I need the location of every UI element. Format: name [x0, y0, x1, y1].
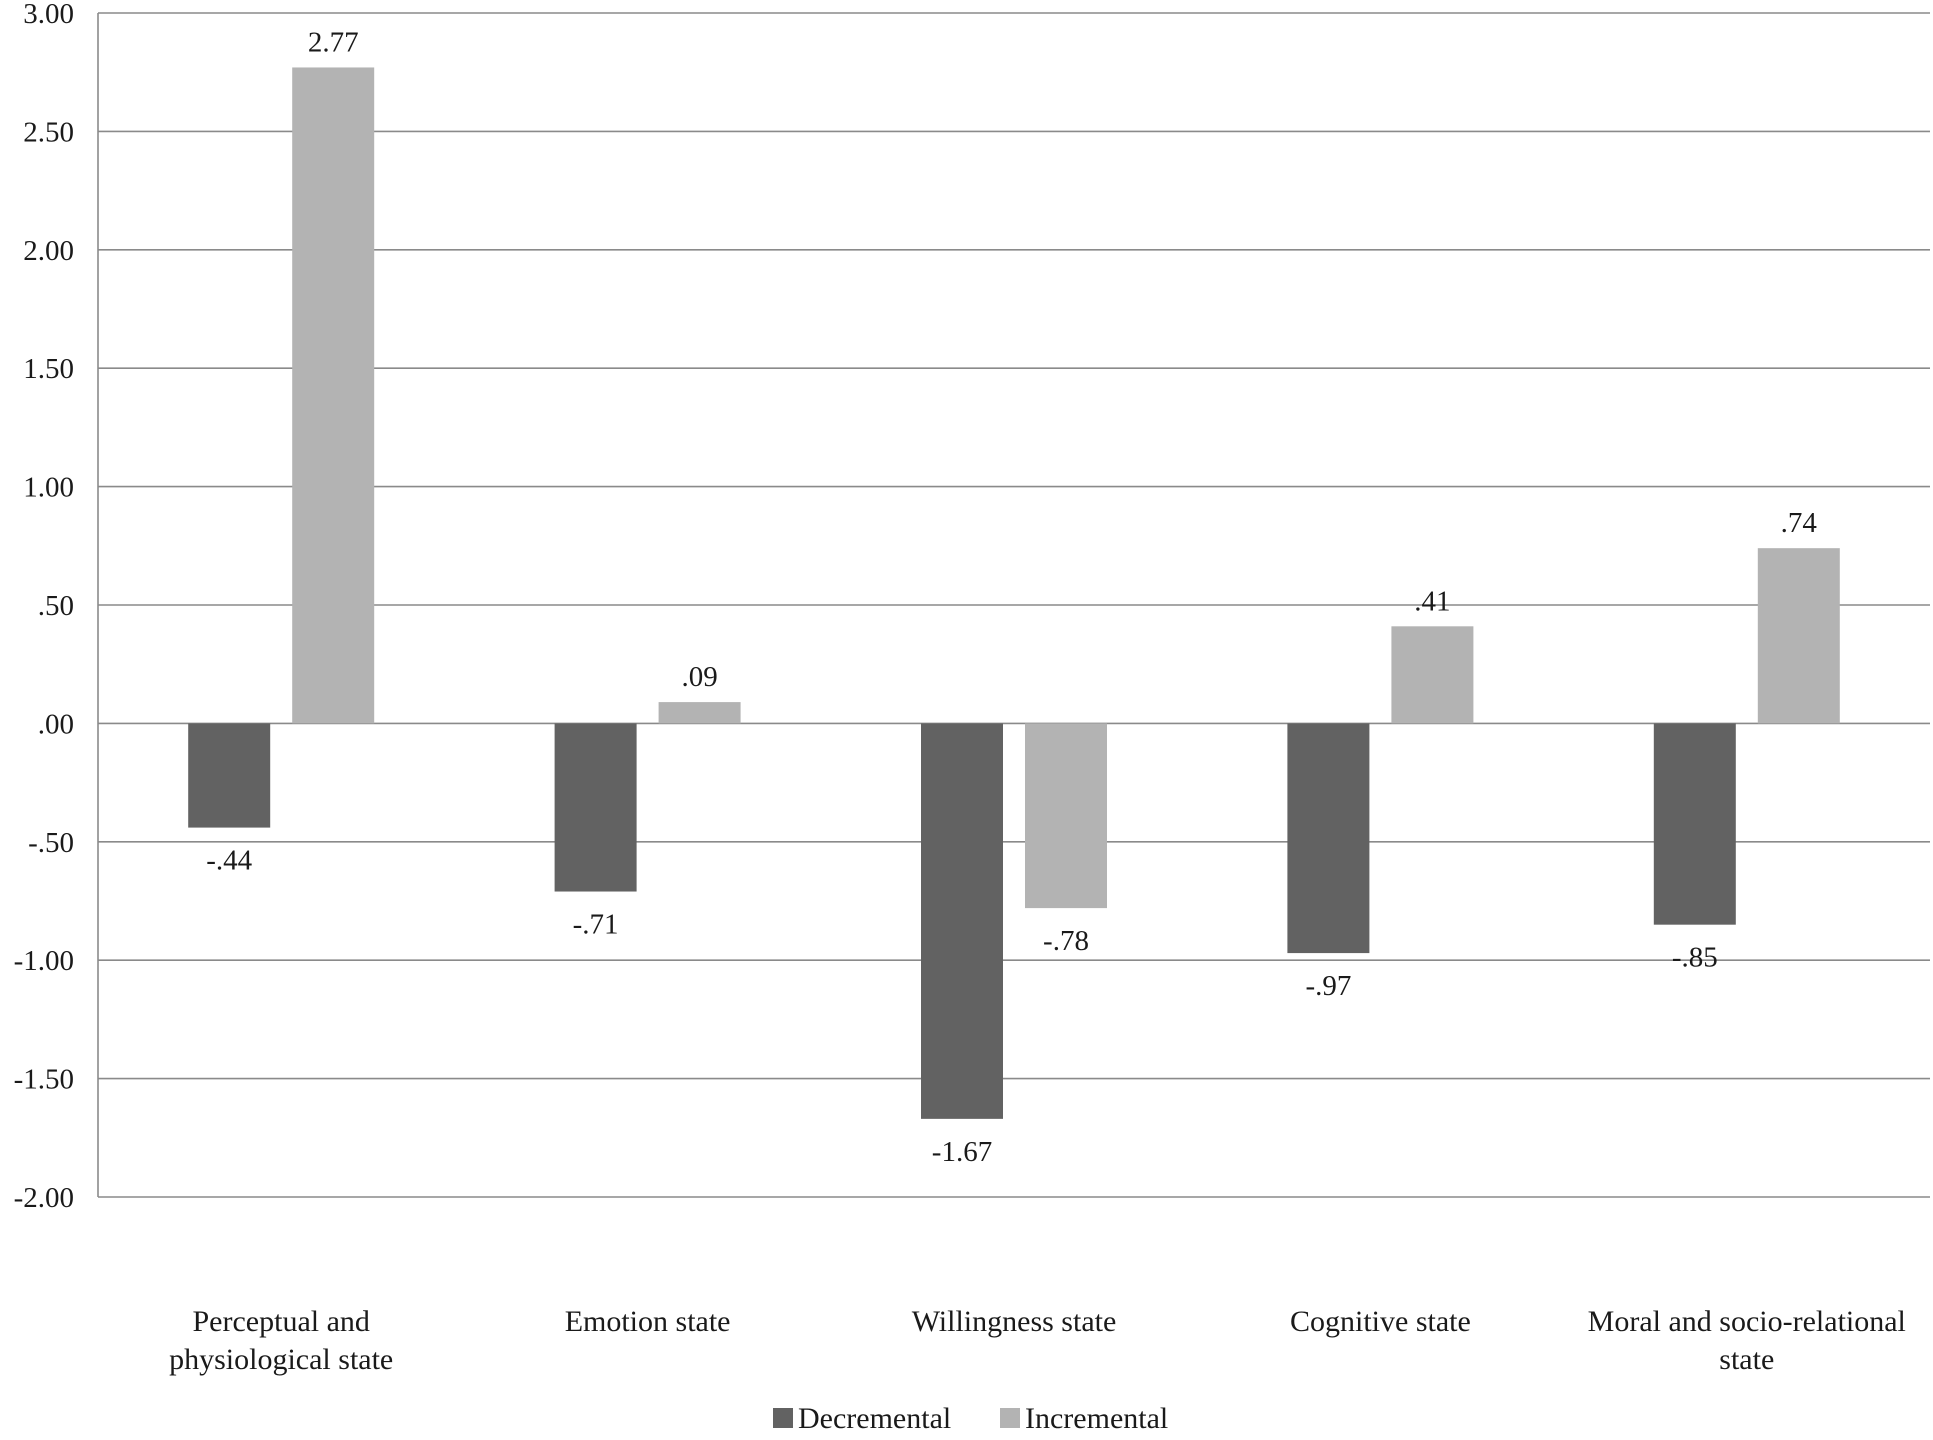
bar-decremental: [188, 723, 271, 828]
category-label-line: Cognitive state: [1290, 1305, 1471, 1338]
data-label-decremental: -.85: [1672, 942, 1718, 974]
y-tick-label: .50: [38, 590, 74, 622]
y-tick-label: 3.00: [23, 0, 74, 30]
data-label-incremental: .74: [1781, 507, 1818, 539]
bar-incremental: [292, 67, 375, 724]
y-tick-label: .00: [38, 708, 74, 740]
y-tick-label: -.50: [28, 827, 74, 859]
data-label-decremental: -.97: [1305, 970, 1351, 1002]
category-label: Cognitive state: [1290, 1305, 1471, 1338]
data-label-decremental: -.71: [573, 909, 619, 941]
legend-label-decremental: Decremental: [798, 1402, 951, 1435]
bar-incremental: [1025, 723, 1107, 909]
bar-incremental: [1391, 626, 1474, 724]
data-label-incremental: .09: [681, 661, 717, 693]
data-label-incremental: .41: [1414, 585, 1450, 617]
legend-label-incremental: Incremental: [1025, 1402, 1168, 1435]
y-tick-label: 2.00: [23, 235, 74, 267]
gridlines: [98, 12, 1930, 1198]
y-tick-label: -1.50: [14, 1064, 74, 1096]
category-label: Emotion state: [565, 1305, 731, 1338]
legend: Decremental Incremental: [773, 1402, 1168, 1435]
category-label-line: Moral and socio-relational: [1588, 1305, 1906, 1338]
data-label-decremental: -.44: [206, 845, 252, 877]
category-label-line: physiological state: [169, 1343, 393, 1376]
category-label-line: Willingness state: [912, 1305, 1117, 1338]
bar-incremental: [1757, 548, 1840, 724]
y-axis-tick-labels: 3.00 2.50 2.00 1.50 1.00 .50 .00 -.50 -1.00 -1.50…: [14, 0, 74, 1214]
category-label-line: Emotion state: [565, 1305, 731, 1338]
y-tick-label: -2.00: [14, 1182, 74, 1214]
category-label-line: Perceptual and: [192, 1305, 369, 1338]
y-tick-label: 1.50: [23, 353, 74, 385]
data-label-decremental: -1.67: [932, 1136, 992, 1168]
y-tick-label: -1.00: [14, 945, 74, 977]
y-tick-label: 2.50: [23, 116, 74, 148]
category-label: Moral and socio-relational state: [1588, 1305, 1906, 1376]
legend-swatch-incremental: [1000, 1408, 1020, 1428]
category-label-line: state: [1719, 1343, 1774, 1376]
category-label: Willingness state: [912, 1305, 1117, 1338]
bar-decremental: [554, 723, 637, 892]
bars: [188, 67, 1840, 1119]
data-label-incremental: 2.77: [308, 26, 359, 58]
bar-decremental: [1653, 723, 1736, 925]
bar-decremental: [1287, 723, 1370, 954]
bar-decremental: [921, 723, 1003, 1119]
data-label-incremental: -.78: [1043, 925, 1089, 957]
data-labels: -.44 -.71 -1.67 -.97 -.85 2.77 .09 -.78 .41 .74: [206, 26, 1817, 1167]
y-tick-label: 1.00: [23, 472, 74, 504]
legend-swatch-decremental: [773, 1408, 793, 1428]
bar-incremental: [658, 702, 741, 724]
category-labels: Perceptual and physiological state Emotion…: [169, 1305, 1906, 1376]
category-label: Perceptual and physiological state: [169, 1305, 393, 1376]
